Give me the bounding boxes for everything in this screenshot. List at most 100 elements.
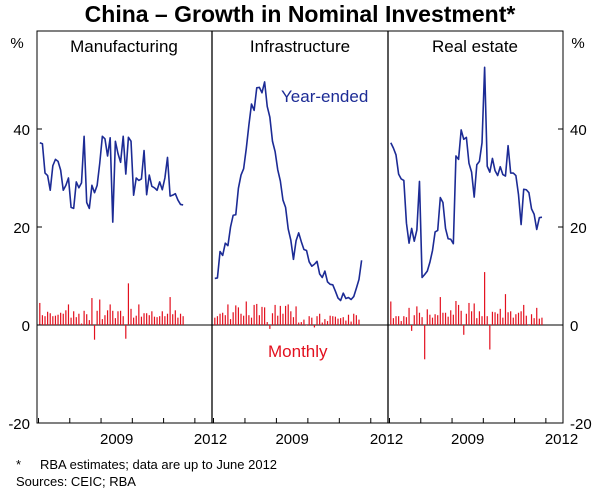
monthly-bar xyxy=(292,317,295,325)
monthly-bar xyxy=(60,312,62,325)
monthly-bar xyxy=(486,316,488,325)
monthly-bar xyxy=(269,325,271,329)
legend-label-monthly: Monthly xyxy=(268,342,328,361)
monthly-bar xyxy=(96,310,98,325)
monthly-bar xyxy=(491,311,494,325)
y-tick-label-left: 0 xyxy=(22,318,30,335)
monthly-bar xyxy=(523,304,525,325)
monthly-bar xyxy=(347,314,350,325)
monthly-bar xyxy=(494,312,496,325)
monthly-bar xyxy=(355,315,357,325)
monthly-bar xyxy=(73,311,75,325)
year-ended-line xyxy=(39,135,184,223)
monthly-bar xyxy=(52,316,54,325)
monthly-bar xyxy=(277,315,279,325)
monthly-bar xyxy=(161,311,163,325)
panel-title-real-estate: Real estate xyxy=(432,37,518,56)
monthly-bar xyxy=(250,317,253,325)
year-ended-line xyxy=(390,66,543,279)
monthly-bar xyxy=(243,315,245,325)
monthly-bar xyxy=(279,305,281,325)
monthly-bar xyxy=(316,316,318,325)
monthly-bar xyxy=(86,314,88,325)
monthly-bar xyxy=(295,306,297,325)
monthly-bar xyxy=(237,307,239,325)
monthly-bar xyxy=(101,319,103,325)
monthly-bar xyxy=(67,304,70,325)
monthly-bar xyxy=(41,315,44,325)
monthly-bar xyxy=(390,301,392,325)
monthly-bar xyxy=(133,317,135,325)
monthly-bar xyxy=(303,319,305,325)
monthly-bar xyxy=(169,297,171,325)
monthly-bar xyxy=(408,307,410,325)
monthly-bar xyxy=(232,312,234,325)
monthly-bar xyxy=(538,318,540,325)
monthly-bar xyxy=(153,316,156,325)
monthly-bar xyxy=(177,317,179,325)
monthly-bar xyxy=(47,311,49,325)
monthly-bar xyxy=(143,313,145,325)
monthly-bar xyxy=(264,307,266,325)
monthly-bar xyxy=(353,313,355,325)
monthly-bar xyxy=(413,315,415,325)
monthly-bar xyxy=(174,310,176,325)
monthly-bar xyxy=(117,311,119,325)
monthly-bar xyxy=(350,321,352,325)
monthly-bar xyxy=(431,317,434,325)
monthly-bar xyxy=(416,306,418,325)
monthly-bar xyxy=(248,315,250,325)
y-tick-label-right: -20 xyxy=(570,416,592,433)
monthly-bar xyxy=(434,314,436,325)
y-tick-label-right: 0 xyxy=(570,318,578,335)
monthly-bar xyxy=(57,314,59,325)
monthly-bar xyxy=(219,313,221,325)
monthly-bar xyxy=(520,311,522,325)
monthly-bar xyxy=(284,305,287,325)
chart-title: China – Growth in Nominal Investment* xyxy=(84,1,516,27)
monthly-bar xyxy=(329,315,331,325)
monthly-bar xyxy=(172,314,174,325)
x-tick-label-2012: 2012 xyxy=(194,431,227,448)
monthly-bar xyxy=(324,319,326,325)
monthly-bar xyxy=(140,316,143,325)
panel-title-manufacturing: Manufacturing xyxy=(70,37,178,56)
monthly-bar xyxy=(224,315,226,325)
monthly-bar xyxy=(392,318,395,325)
monthly-bar xyxy=(227,304,229,325)
monthly-bar xyxy=(311,317,313,325)
monthly-bar xyxy=(125,325,127,339)
monthly-bar xyxy=(334,316,336,325)
monthly-bar xyxy=(274,304,276,325)
monthly-bar xyxy=(271,313,274,325)
monthly-bar xyxy=(478,311,481,325)
monthly-bar xyxy=(512,317,514,325)
monthly-bar xyxy=(465,313,467,325)
monthly-bar xyxy=(229,319,232,325)
monthly-bar xyxy=(457,304,460,325)
monthly-bar xyxy=(104,315,106,325)
x-tick-label-2009: 2009 xyxy=(275,431,308,448)
monthly-bar xyxy=(258,315,260,325)
monthly-bar xyxy=(468,302,470,325)
monthly-bar xyxy=(525,315,527,325)
monthly-bar xyxy=(93,325,96,340)
monthly-bar xyxy=(305,325,308,326)
monthly-bar xyxy=(426,309,428,325)
monthly-bar xyxy=(541,317,543,325)
monthly-bar xyxy=(151,311,153,325)
monthly-bar xyxy=(340,318,342,325)
monthly-bar xyxy=(222,312,224,325)
monthly-bar xyxy=(473,303,475,325)
monthly-bar xyxy=(313,325,316,328)
monthly-bar xyxy=(78,313,80,325)
monthly-bar xyxy=(499,308,501,325)
monthly-bar xyxy=(358,319,360,325)
monthly-bar xyxy=(99,299,101,325)
x-tick-label-2009: 2009 xyxy=(451,431,484,448)
monthly-bar xyxy=(489,325,491,350)
monthly-bar xyxy=(146,313,148,325)
monthly-bar xyxy=(515,314,517,325)
monthly-bar xyxy=(510,311,512,325)
legend-label-year-ended: Year-ended xyxy=(281,87,368,106)
